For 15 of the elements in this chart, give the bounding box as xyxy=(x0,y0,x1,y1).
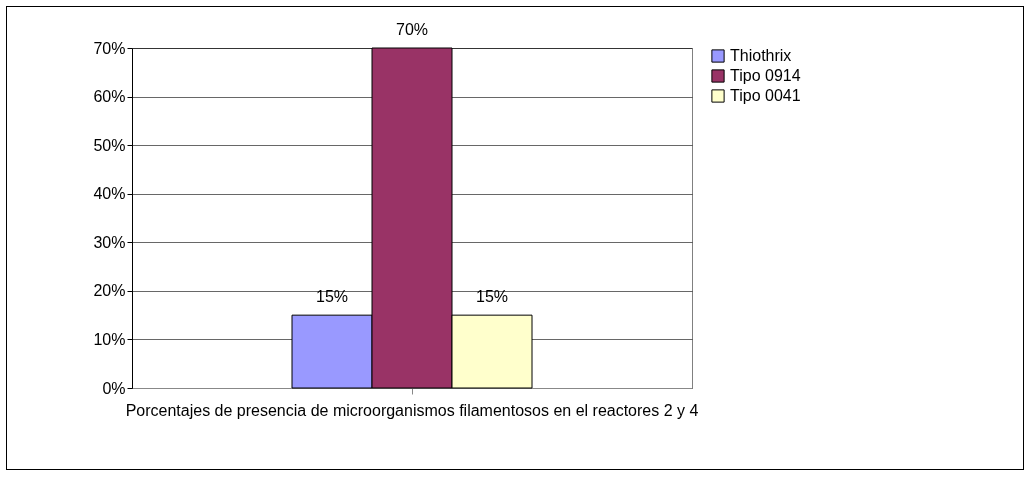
y-tick-label: 30% xyxy=(93,233,126,251)
data-label: 15% xyxy=(475,288,509,306)
x-tick-label: Porcentajes de presencia de microorganismos filamentosos en el reactores 2 y 4 xyxy=(125,401,699,419)
y-tick-label: 60% xyxy=(93,88,126,106)
y-tick-label: 70% xyxy=(93,39,126,57)
data-label: 70% xyxy=(395,21,429,38)
data-label: 15% xyxy=(315,288,349,306)
y-tick-label: 50% xyxy=(93,136,126,154)
legend-label: Tipo 0041 xyxy=(730,87,801,104)
y-tick-label: 0% xyxy=(102,379,126,397)
y-tick-label: 10% xyxy=(93,330,126,348)
legend-label: Tipo 0914 xyxy=(730,67,801,84)
y-tick-label: 20% xyxy=(93,282,126,300)
legend-label: Thiothrix xyxy=(730,47,792,64)
y-tick-label: 40% xyxy=(93,185,126,203)
